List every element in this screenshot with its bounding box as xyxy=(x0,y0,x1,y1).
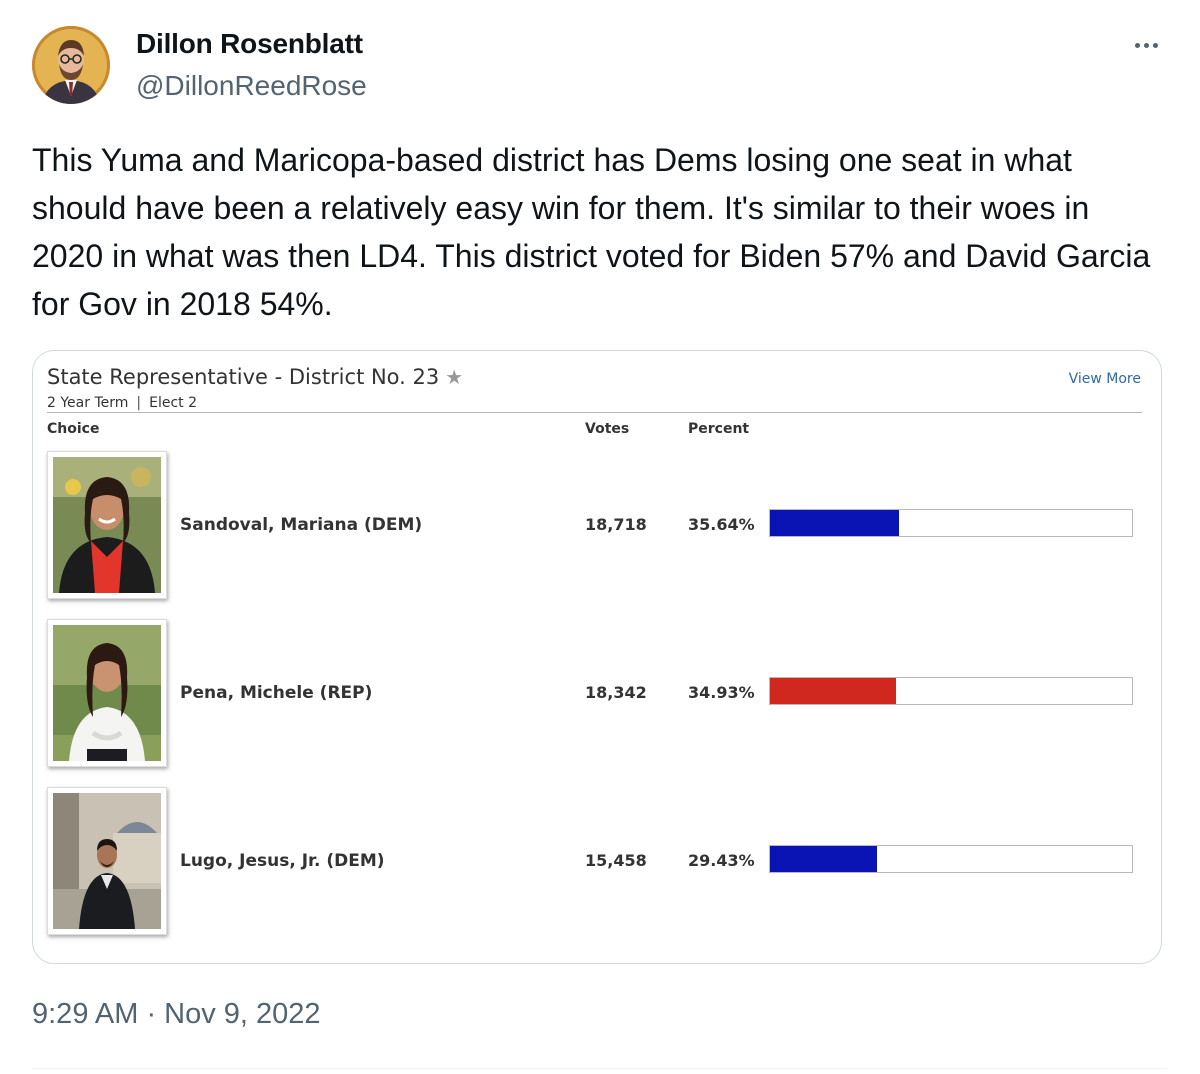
tweet-media[interactable]: State Representative - District No. 23 ★… xyxy=(32,350,1162,964)
candidate-row: Sandoval, Mariana (DEM) 18,718 35.64% xyxy=(33,451,1161,601)
tweet-timestamp[interactable]: 9:29 AM · Nov 9, 2022 xyxy=(32,998,321,1030)
candidate-photo xyxy=(47,619,167,767)
elect-label: Elect 2 xyxy=(149,395,198,411)
column-header-choice: Choice xyxy=(47,421,100,437)
display-name[interactable]: Dillon Rosenblatt xyxy=(136,28,363,59)
race-title: State Representative - District No. 23 ★ xyxy=(47,365,463,389)
handle[interactable]: @DillonReedRose xyxy=(136,70,367,101)
candidate-votes: 18,342 xyxy=(585,683,647,702)
divider xyxy=(47,412,1142,413)
tweet-text: This Yuma and Maricopa-based district ha… xyxy=(32,142,1151,322)
candidate-photo xyxy=(47,787,167,935)
candidate-name: Pena, Michele (REP) xyxy=(180,683,373,703)
candidate-percent: 29.43% xyxy=(688,851,755,870)
candidate-name: Lugo, Jesus, Jr. (DEM) xyxy=(180,851,385,871)
percent-bar xyxy=(769,845,1133,873)
race-title-text: State Representative - District No. 23 xyxy=(47,365,440,389)
election-results-screenshot: State Representative - District No. 23 ★… xyxy=(33,351,1161,963)
star-icon: ★ xyxy=(445,365,464,389)
more-horizontal-icon[interactable] xyxy=(1126,30,1166,60)
more-dot xyxy=(1134,42,1140,48)
avatar-image xyxy=(32,26,110,104)
race-subtitle: 2 Year Term | Elect 2 xyxy=(47,395,197,411)
candidate-votes: 15,458 xyxy=(585,851,647,870)
candidate-percent: 35.64% xyxy=(688,515,755,534)
percent-bar xyxy=(769,677,1133,705)
separator: | xyxy=(136,395,142,411)
more-dot xyxy=(1143,42,1149,48)
column-header-percent: Percent xyxy=(688,421,750,437)
percent-bar xyxy=(769,509,1133,537)
percent-bar-fill xyxy=(770,678,897,704)
candidate-row: Pena, Michele (REP) 18,342 34.93% xyxy=(33,619,1161,769)
percent-bar-fill xyxy=(770,846,877,872)
term-label: 2 Year Term xyxy=(47,395,129,411)
avatar[interactable] xyxy=(32,26,110,104)
percent-bar-fill xyxy=(770,510,900,536)
candidate-name: Sandoval, Mariana (DEM) xyxy=(180,515,423,535)
column-header-votes: Votes xyxy=(585,421,630,437)
candidate-row: Lugo, Jesus, Jr. (DEM) 15,458 29.43% xyxy=(33,787,1161,937)
candidate-votes: 18,718 xyxy=(585,515,647,534)
more-dot xyxy=(1152,42,1158,48)
divider xyxy=(32,1068,1167,1069)
view-more-link[interactable]: View More xyxy=(1068,371,1141,387)
candidate-photo xyxy=(47,451,167,599)
candidate-percent: 34.93% xyxy=(688,683,755,702)
